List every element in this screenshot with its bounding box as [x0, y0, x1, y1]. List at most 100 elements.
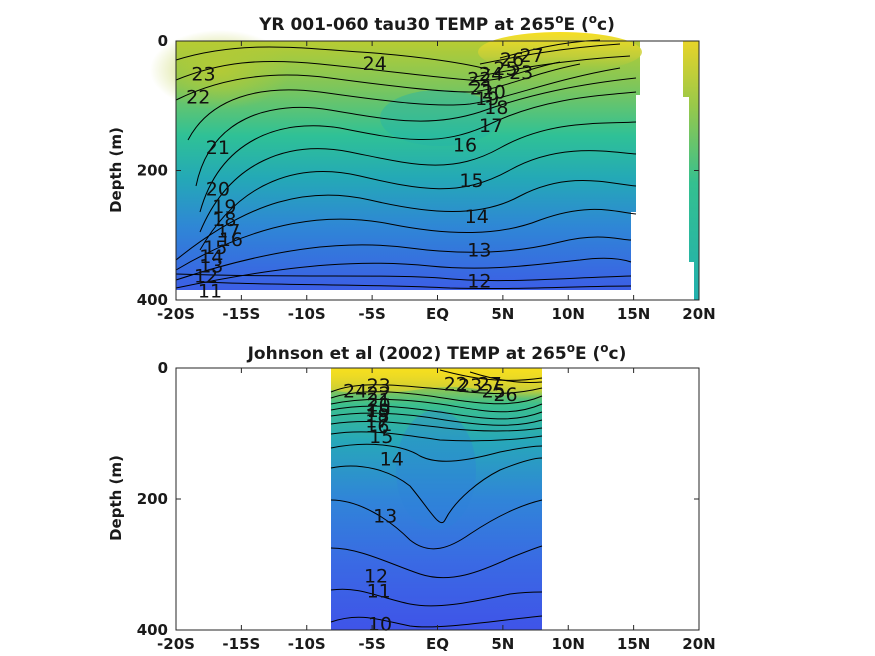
panel-2-title-mid: E (: [575, 344, 600, 364]
panel-2-warm-layer: [331, 368, 542, 399]
contour-line: [175, 60, 561, 82]
contour-label: 21: [206, 137, 230, 159]
x-tick-label: -10S: [288, 305, 326, 323]
panel-1-title-end: c): [597, 15, 615, 35]
x-tick-label: EQ: [426, 635, 449, 653]
contour-label: 25: [493, 58, 517, 80]
contour-label: 16: [219, 229, 243, 251]
contour-label: 19: [367, 400, 391, 422]
y-tick-label: 400: [137, 291, 168, 309]
contour-line: [330, 420, 543, 432]
contour-label: 24: [363, 53, 387, 75]
contour-line: [330, 384, 543, 394]
contour-label: 22: [186, 87, 210, 109]
panel-1-contours: [175, 39, 637, 290]
panel-2-cool-dome: [396, 410, 476, 530]
contour-label: 14: [380, 448, 404, 470]
contour-line: [330, 412, 543, 426]
contour-line: [469, 371, 543, 383]
contour-label: 21: [367, 389, 391, 411]
y-tick-label: 0: [158, 359, 168, 377]
x-tick-label: -15S: [222, 305, 260, 323]
panel-1-title-sup: o: [555, 12, 563, 26]
contour-line: [330, 391, 543, 405]
contour-label: 24: [479, 63, 503, 85]
panel-1-title-mid: E (: [563, 15, 588, 35]
panel-1-title: YR 001-060 tau30 TEMP at 265oE (oc): [258, 12, 615, 35]
contour-line: [199, 150, 637, 251]
contour-label: 23: [367, 375, 391, 397]
y-tick-label: 200: [137, 490, 168, 508]
panel-1-y-axis-label: Depth (m): [107, 127, 125, 213]
contour-line: [330, 545, 543, 579]
panel-2-axes: -20S -15S -10S -5S EQ 5N 10N 15N 20N 0 200 400: [137, 359, 716, 653]
contour-line: [479, 43, 621, 65]
panel-1-axes: -20S -15S -10S -5S EQ 5N 10N 15N 20N 0 200 400: [137, 32, 716, 323]
contour-label: 24: [343, 380, 367, 402]
panel-1-field-strip: [683, 41, 699, 300]
contour-label: 26: [500, 49, 524, 71]
x-tick-label: -5S: [358, 635, 385, 653]
contour-label: 20: [206, 179, 230, 201]
contour-line: [175, 236, 632, 281]
panel-1-temperature-field: [150, 30, 699, 300]
x-tick-label: -20S: [157, 635, 195, 653]
contour-label: 18: [212, 209, 236, 231]
contour-label: 19: [475, 88, 499, 110]
contour-line: [469, 55, 631, 79]
contour-line: [199, 281, 632, 290]
contour-label: 18: [484, 97, 508, 119]
x-tick-label: 5N: [491, 305, 514, 323]
contour-line: [330, 398, 543, 413]
contour-line: [330, 588, 543, 607]
contour-label: 20: [482, 82, 506, 104]
y-tick-label: 400: [137, 621, 168, 639]
contour-line: [175, 273, 632, 282]
contour-label: 21: [470, 78, 494, 100]
contour-line: [187, 67, 621, 141]
contour-label: 19: [212, 196, 236, 218]
contour-label: 23: [458, 375, 482, 397]
contour-line: [330, 499, 543, 550]
x-tick-label: -20S: [157, 305, 195, 323]
contour-label: 11: [367, 581, 391, 603]
x-tick-label: -15S: [222, 635, 260, 653]
contour-label: 17: [216, 221, 240, 243]
contour-label: 23: [191, 63, 215, 85]
y-tick-label: 200: [137, 162, 168, 180]
contour-label: 20: [367, 395, 391, 417]
y-tick-label: 0: [158, 32, 168, 50]
contour-label: 22: [367, 383, 391, 405]
contour-line: [199, 121, 637, 233]
panel-1-warm-core-north: [478, 32, 642, 72]
contour-label: 12: [364, 566, 388, 588]
contour-label: 23: [509, 62, 533, 84]
contour-label: 13: [199, 256, 223, 278]
contour-line: [195, 77, 637, 187]
panel-1-title-main: YR 001-060 tau30 TEMP at 265: [258, 15, 555, 35]
contour-line: [175, 208, 637, 271]
contour-label: 14: [465, 206, 489, 228]
x-tick-label: -10S: [288, 635, 326, 653]
contour-label: 17: [365, 410, 389, 432]
contour-label: 15: [203, 237, 227, 259]
x-tick-label: -5S: [358, 305, 385, 323]
contour-label: 15: [369, 426, 393, 448]
x-tick-label: 10N: [552, 305, 585, 323]
contour-label: 27: [478, 374, 502, 396]
contour-label: 13: [373, 505, 397, 527]
contour-label: 25: [482, 380, 506, 402]
x-tick-label: 20N: [682, 635, 715, 653]
panel-2-temperature-field: [331, 368, 542, 630]
x-tick-label: 10N: [552, 635, 585, 653]
contour-line: [175, 46, 491, 71]
panel-2-title-sup: o: [567, 341, 575, 355]
contour-label: 12: [467, 271, 491, 293]
contour-label: 16: [365, 416, 389, 438]
contour-line: [330, 443, 543, 462]
contour-label: 15: [459, 170, 483, 192]
panel-2-title-sup2: o: [600, 341, 608, 355]
panel-2-contours: [330, 369, 543, 628]
